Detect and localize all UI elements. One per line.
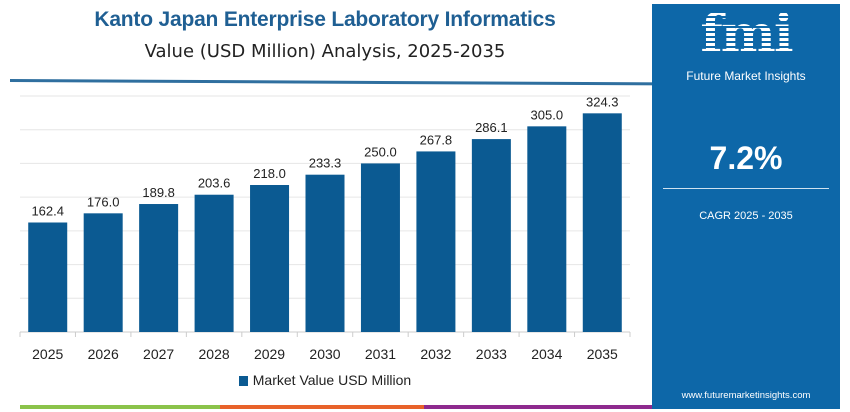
data-label-2035: 324.3 xyxy=(586,94,619,109)
chart-title: Kanto Japan Enterprise Laboratory Inform… xyxy=(94,8,556,31)
bar-chart: 162.4 2025 176.0 2026 189.8 2027 203.6 2028 218.… xyxy=(19,94,631,362)
footer-stripe-purple xyxy=(424,405,652,409)
website-link[interactable]: www.futuremarketinsights.com xyxy=(681,390,811,401)
cagr-value: 7.2% xyxy=(709,140,783,176)
x-tick-label-2030: 2030 xyxy=(309,346,340,362)
x-tick-label-2028: 2028 xyxy=(199,346,230,362)
legend-label: Market Value USD Million xyxy=(252,372,412,388)
bar-2031 xyxy=(360,163,400,332)
data-label-2034: 305.0 xyxy=(531,107,564,122)
summary-panel: fmi Future Market Insights 7.2% CAGR 202… xyxy=(652,4,840,409)
data-label-2031: 250.0 xyxy=(364,144,397,159)
x-tick-label-2026: 2026 xyxy=(88,346,119,362)
data-label-2025: 162.4 xyxy=(31,203,64,218)
fmi-logo: fmi xyxy=(652,8,840,62)
data-label-2027: 189.8 xyxy=(142,185,175,200)
data-label-2028: 203.6 xyxy=(198,176,231,191)
bar-2032 xyxy=(416,151,456,332)
legend-swatch xyxy=(238,376,248,386)
cagr-label: CAGR 2025 - 2035 xyxy=(699,210,793,222)
x-tick-label-2029: 2029 xyxy=(254,346,285,362)
data-label-2026: 176.0 xyxy=(87,194,120,209)
bar-2028 xyxy=(194,194,234,332)
footer-stripe-green xyxy=(20,405,220,409)
bar-2025 xyxy=(28,222,68,332)
x-tick-label-2034: 2034 xyxy=(531,346,562,362)
x-tick-label-2035: 2035 xyxy=(587,346,618,362)
footer-stripe-orange xyxy=(220,405,424,409)
data-label-2032: 267.8 xyxy=(420,132,453,147)
x-tick-label-2025: 2025 xyxy=(32,346,63,362)
data-label-2029: 218.0 xyxy=(253,166,286,181)
chart-subtitle: Value (USD Million) Analysis, 2025-2035 xyxy=(144,41,506,62)
x-tick-label-2027: 2027 xyxy=(143,346,174,362)
bar-2030 xyxy=(305,174,345,332)
x-tick-label-2032: 2032 xyxy=(420,346,451,362)
panel-divider xyxy=(663,188,829,189)
bar-2029 xyxy=(250,185,290,332)
brand-name: Future Market Insights xyxy=(686,69,806,83)
x-tick-label-2031: 2031 xyxy=(365,346,396,362)
legend: Market Value USD Million xyxy=(0,372,650,388)
bar-2033 xyxy=(471,139,511,332)
bar-2027 xyxy=(139,204,179,332)
bar-2034 xyxy=(527,126,567,332)
bar-2035 xyxy=(582,113,622,333)
bar-2026 xyxy=(83,213,123,332)
x-tick-label-2033: 2033 xyxy=(476,346,507,362)
data-label-2033: 286.1 xyxy=(475,120,508,135)
data-label-2030: 233.3 xyxy=(309,156,342,171)
